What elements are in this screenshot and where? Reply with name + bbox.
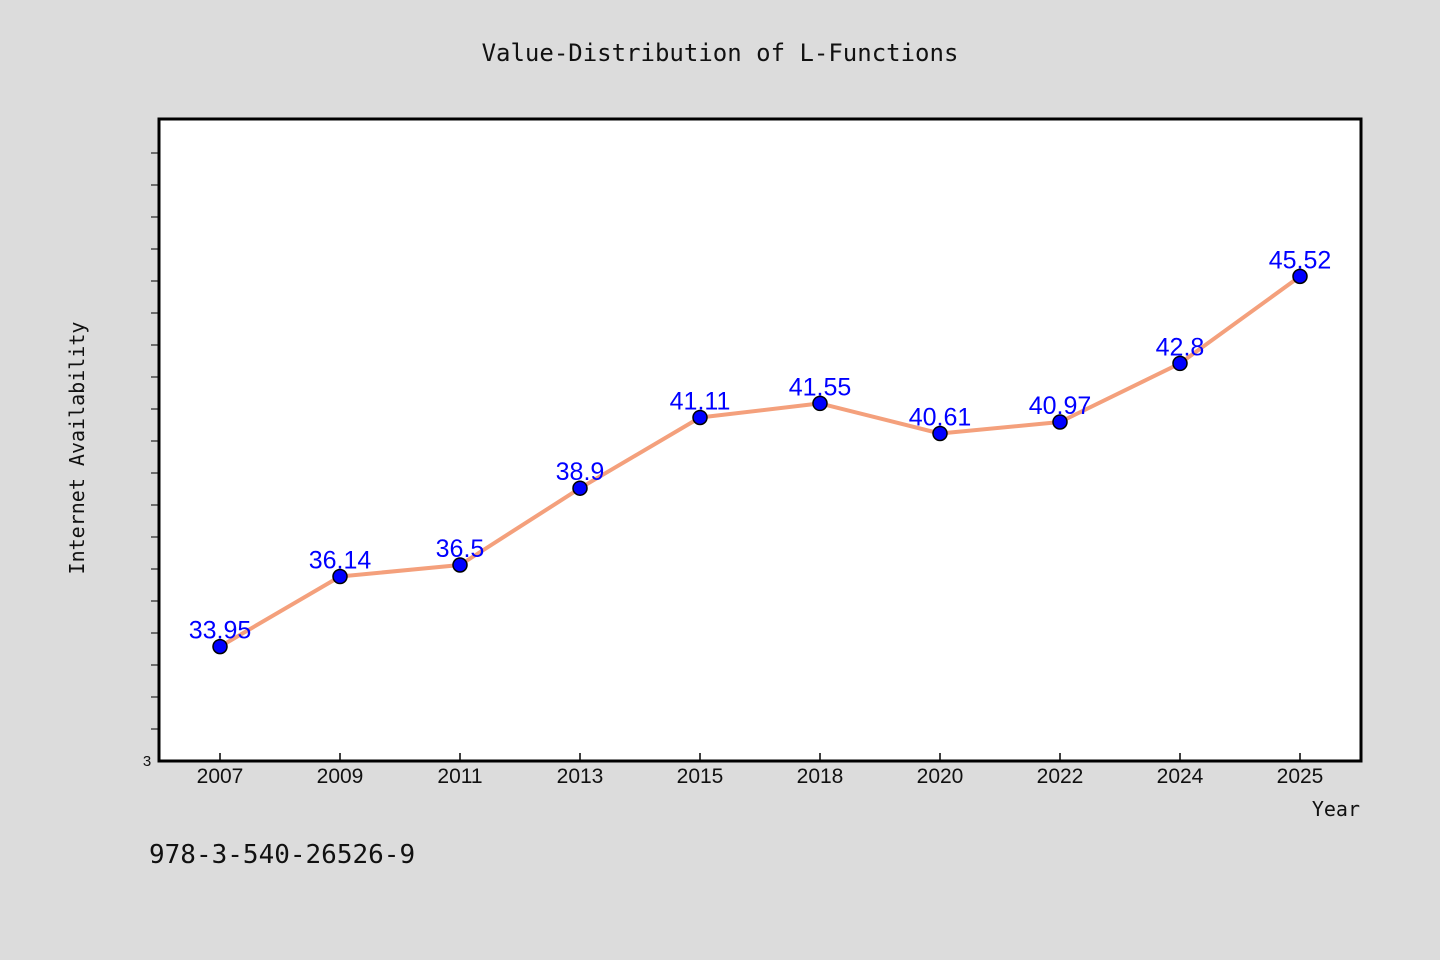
series-markers [212, 268, 1308, 655]
data-point [212, 638, 228, 655]
plot-area [157, 117, 1363, 763]
data-point [1052, 414, 1068, 430]
data-point [572, 480, 588, 496]
x-tick-label: 2007 [197, 765, 244, 788]
data-label: 40.61 [909, 403, 972, 431]
y-tick-label: 3 [143, 753, 151, 770]
data-point [1172, 355, 1188, 372]
data-labels: 33.95 36.14 36.5 38.9 41.11 41.55 40.61 40.97 42… [189, 246, 1332, 644]
x-tick-label: 2015 [677, 765, 724, 788]
data-point [692, 409, 708, 426]
data-point [812, 395, 828, 412]
x-tick-label: 2024 [1157, 765, 1204, 788]
x-axis-ticks [219, 753, 1301, 761]
data-label: 41.55 [789, 373, 852, 401]
data-label: 41.11 [670, 387, 731, 415]
series-line [218, 274, 1302, 649]
x-tick-labels: 2007 2009 2011 2013 2015 2018 2020 2022 2024 2025 [197, 765, 1324, 788]
data-label: 42.8 [1156, 333, 1205, 361]
data-point [1292, 268, 1308, 285]
x-tick-label: 2013 [557, 765, 604, 788]
data-point [452, 557, 468, 573]
data-label: 45.52 [1269, 246, 1332, 274]
data-label: 38.9 [556, 458, 605, 486]
x-tick-label: 2025 [1277, 765, 1324, 788]
data-point [932, 425, 948, 442]
data-label: 33.95 [189, 617, 252, 645]
data-label: 40.97 [1029, 392, 1092, 420]
y-axis-ticks [151, 152, 159, 730]
x-tick-label: 2018 [797, 765, 844, 788]
data-label: 36.14 [309, 547, 372, 575]
x-tick-label: 2009 [317, 765, 364, 788]
x-axis-label: Year [1312, 797, 1360, 821]
x-tick-label: 2011 [437, 765, 482, 788]
x-tick-label: 2022 [1037, 765, 1084, 788]
chart-title: Value-Distribution of L-Functions [482, 39, 959, 67]
data-point [332, 568, 348, 585]
isbn-footer: 978-3-540-26526-9 [149, 840, 415, 870]
x-tick-label: 2020 [917, 765, 964, 788]
y-axis-label: Internet Availability [65, 322, 89, 575]
data-label: 36.5 [436, 535, 485, 563]
